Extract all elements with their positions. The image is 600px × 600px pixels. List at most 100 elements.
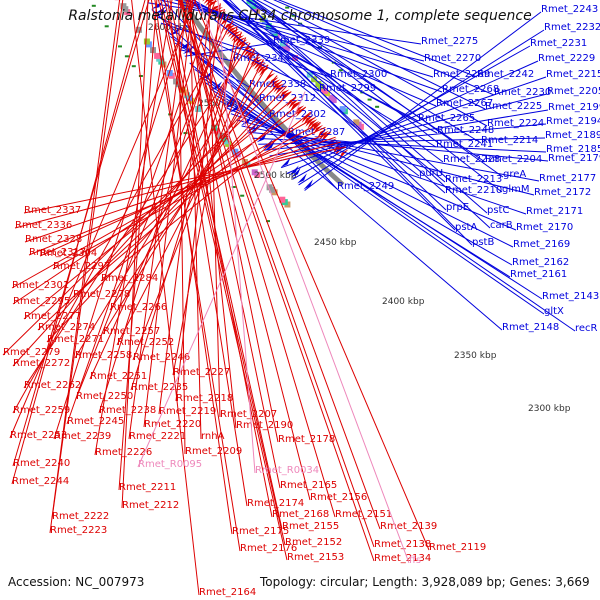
reverse-gene-arrow <box>257 64 269 74</box>
reverse-gene-label: Rmet_2153 <box>287 552 344 563</box>
reverse-gene-arrow <box>206 0 219 9</box>
forward-gene-arrow <box>151 1 164 9</box>
forward-gene-label: Rmet_2248 <box>437 125 494 136</box>
forward-gene-label: Rmet_2162 <box>512 257 569 268</box>
reverse-gene-arrow <box>255 62 267 72</box>
reverse-gene-label: Rmet_2284 <box>101 273 158 284</box>
reverse-gene-arrow <box>224 24 236 33</box>
forward-gene-label-leader <box>170 36 260 102</box>
cog-category-box <box>292 55 299 61</box>
cog-category-box <box>154 52 161 59</box>
rna-gene-label: Rmet_R0034 <box>255 465 319 476</box>
forward-gene-label-leader <box>241 0 491 229</box>
cog-category-box <box>279 196 286 203</box>
reverse-gene-label-leader <box>208 0 221 418</box>
reverse-gene-arrow <box>236 39 248 49</box>
scale-tick <box>138 75 143 77</box>
reverse-gene-arrow <box>234 37 246 47</box>
kbp-scale-label: 2450 kbp <box>314 238 357 248</box>
forward-gene-label: Rmet_2205 <box>547 86 600 97</box>
forward-gene-label: carB <box>490 220 513 231</box>
scale-tick <box>338 69 343 72</box>
forward-gene-label: Rmet_2268 <box>442 84 499 95</box>
forward-gene-label: Rmet_2339 <box>273 35 330 46</box>
accession-text: Accession: NC_007973 <box>8 575 145 589</box>
reverse-gene-arrow <box>279 89 290 99</box>
forward-gene-label: Rmet_2213 <box>445 174 502 185</box>
forward-gene-label: pstC <box>487 205 509 216</box>
reverse-gene-label-leader <box>193 0 430 551</box>
reverse-gene-label-leader <box>2 80 283 356</box>
cog-category-box <box>266 184 273 191</box>
reverse-gene-arrow <box>264 73 276 83</box>
forward-gene-label-leader <box>251 0 503 193</box>
reverse-gene-label-leader <box>23 146 347 214</box>
forward-gene-label: Rmet_2287 <box>288 127 345 138</box>
reverse-gene-label-leader <box>132 48 256 361</box>
reverse-gene-label: Rmet_2244 <box>12 476 69 487</box>
reverse-gene-arrow <box>245 50 256 59</box>
reverse-gene-label-leader <box>178 0 281 489</box>
reverse-gene-label: Rmet_2223 <box>50 525 107 536</box>
reverse-gene-label: rnhA <box>201 431 225 442</box>
reverse-gene-arrow <box>246 52 258 62</box>
cog-category-box <box>328 94 335 101</box>
forward-gene-arrow <box>290 167 301 178</box>
reverse-gene-label: Rmet_2168 <box>272 509 329 520</box>
forward-gene-label: Rmet_2302 <box>269 109 326 120</box>
reverse-gene-label-leader <box>51 0 124 520</box>
reverse-gene-label: Rmet_2134 <box>374 553 431 564</box>
reverse-gene-label: Rmet_2164 <box>199 587 256 598</box>
reverse-gene-label-leader <box>24 136 336 243</box>
rna-gene-label: Rmet_R0095 <box>138 459 202 470</box>
reverse-gene-label-leader <box>118 0 158 491</box>
forward-gene-label: Rmet_2215 <box>546 69 600 80</box>
reverse-gene-label: Rmet_2251 <box>90 371 147 382</box>
reverse-gene-arrow <box>213 9 225 18</box>
forward-gene-label: Rmet_2299 <box>319 83 376 94</box>
reverse-gene-label: Rmet_2222 <box>52 511 109 522</box>
kbp-scale-label: 2500 kbp <box>254 171 297 181</box>
forward-gene-label-leader <box>192 0 438 134</box>
reverse-gene-label-leader <box>158 0 288 561</box>
reverse-gene-label: Rmet_2239 <box>54 431 111 442</box>
reverse-gene-label-leader <box>180 0 375 548</box>
cog-category-box <box>120 3 127 10</box>
forward-gene-label: Rmet_2204 <box>485 154 542 165</box>
forward-gene-label: Rmet_2210 <box>445 185 502 196</box>
reverse-gene-label: Rmet_2220 <box>144 419 201 430</box>
topology-summary: Topology: circular; Length: 3,928,089 bp… <box>260 575 590 589</box>
rna-gene-label-leader <box>198 0 410 564</box>
forward-gene-label: Rmet_2177 <box>539 173 596 184</box>
forward-gene-label: Rmet_2275 <box>421 36 478 47</box>
reverse-gene-label-leader <box>12 0 150 467</box>
forward-gene-arrow <box>303 179 314 190</box>
forward-gene-label-leader <box>241 0 488 214</box>
forward-gene-label-leader <box>222 0 446 183</box>
forward-gene-label: Rmet_2228 <box>443 154 500 165</box>
reverse-gene-label: Rmet_2240 <box>13 458 70 469</box>
reverse-gene-arrow <box>295 107 307 117</box>
reverse-gene-label: Rmet_2152 <box>285 537 342 548</box>
reverse-gene-label: Rmet_2238 <box>99 405 156 416</box>
reverse-gene-label: Rmet_2156 <box>310 492 367 503</box>
reverse-gene-label: Rmet_2211 <box>119 482 176 493</box>
scale-tick <box>285 6 290 9</box>
cog-category-box <box>265 23 272 30</box>
forward-gene-label: Rmet_2267 <box>436 98 493 109</box>
forward-gene-label-leader <box>223 0 456 231</box>
reverse-gene-label-leader <box>167 0 248 507</box>
reverse-gene-label: Rmet_2221 <box>129 431 186 442</box>
forward-gene-label: Rmet_2249 <box>337 181 394 192</box>
reverse-gene-label-leader <box>12 75 278 367</box>
forward-gene-label: Rmet_2242 <box>477 69 534 80</box>
reverse-gene-arrow <box>338 149 349 160</box>
reverse-gene-label-leader <box>143 0 194 428</box>
reverse-gene-label: Rmet_2209 <box>185 446 242 457</box>
scale-tick <box>124 55 129 58</box>
reverse-gene-arrow <box>275 85 286 95</box>
reverse-gene-label: Rmet_2259 <box>13 405 70 416</box>
reverse-gene-arrow <box>203 0 210 4</box>
forward-gene-label: Rmet_2214 <box>481 135 538 146</box>
reverse-gene-label-leader <box>178 0 186 455</box>
